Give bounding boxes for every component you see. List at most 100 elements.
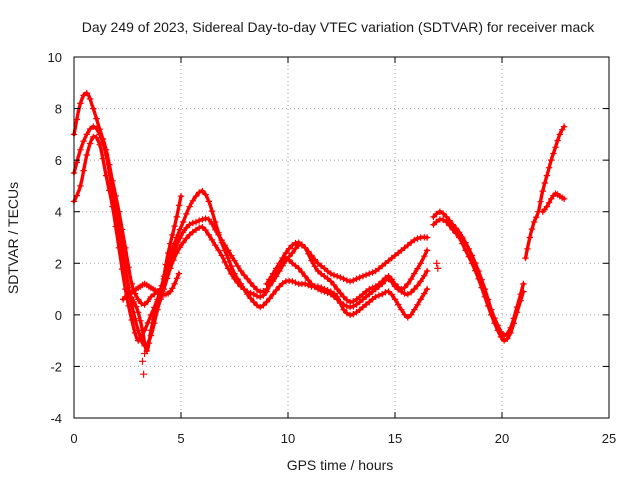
data-point xyxy=(421,253,428,260)
series-trace-2 xyxy=(72,124,429,348)
data-point xyxy=(260,292,267,299)
data-point xyxy=(560,123,568,130)
data-point xyxy=(311,256,318,263)
data-point xyxy=(106,168,113,176)
data-point xyxy=(356,306,363,314)
data-point xyxy=(199,224,206,231)
data-point xyxy=(208,207,216,215)
data-point xyxy=(391,283,399,290)
data-point xyxy=(404,314,411,321)
data-point xyxy=(125,302,132,309)
data-point xyxy=(128,316,135,324)
plot-frame xyxy=(73,56,610,419)
data-point xyxy=(301,273,309,280)
data-point xyxy=(346,311,354,319)
data-point xyxy=(160,273,168,280)
data-point xyxy=(434,264,442,272)
data-point xyxy=(218,239,225,246)
data-point xyxy=(118,265,126,273)
data-point xyxy=(224,254,232,262)
data-point xyxy=(407,275,415,283)
data-point xyxy=(411,306,418,313)
data-point xyxy=(162,261,170,268)
data-point xyxy=(175,202,183,209)
x-axis-label: GPS time / hours xyxy=(287,457,394,473)
data-point xyxy=(548,156,555,164)
data-point xyxy=(543,203,551,210)
data-point xyxy=(334,285,341,293)
data-point xyxy=(356,274,363,281)
y-tick-label: 2 xyxy=(55,256,62,271)
data-point xyxy=(449,226,456,233)
data-point xyxy=(334,273,341,280)
data-point xyxy=(285,256,293,264)
data-point xyxy=(537,198,544,205)
data-point xyxy=(439,210,447,217)
data-point xyxy=(93,134,100,141)
data-point xyxy=(173,213,180,221)
data-point xyxy=(452,230,460,237)
data-point xyxy=(295,265,302,272)
data-point xyxy=(73,116,80,123)
data-point xyxy=(298,241,306,248)
data-point xyxy=(173,234,180,241)
data-point xyxy=(158,282,165,289)
data-point xyxy=(266,276,273,283)
data-point xyxy=(417,296,424,303)
data-point xyxy=(128,294,135,301)
data-point xyxy=(404,291,411,298)
data-point xyxy=(176,244,184,251)
data-point xyxy=(112,223,119,230)
data-point xyxy=(192,218,200,226)
data-point xyxy=(282,249,290,257)
y-tick-label: 4 xyxy=(55,205,62,220)
data-point xyxy=(192,193,200,200)
data-point xyxy=(179,239,187,246)
data-point xyxy=(212,218,219,226)
data-point xyxy=(189,197,196,204)
data-point xyxy=(541,179,548,187)
data-point xyxy=(257,293,264,300)
data-point xyxy=(169,231,176,239)
data-point xyxy=(154,298,161,305)
data-point xyxy=(456,234,463,241)
data-point xyxy=(77,182,84,190)
data-point xyxy=(131,329,139,337)
data-point xyxy=(404,242,411,249)
data-point xyxy=(497,333,505,341)
x-tick-label: 20 xyxy=(495,431,509,446)
data-point xyxy=(321,285,328,293)
data-point xyxy=(86,95,94,103)
y-tick-label: 6 xyxy=(55,153,62,168)
data-point xyxy=(366,270,373,277)
data-point xyxy=(263,298,270,306)
data-point xyxy=(340,293,347,300)
data-point xyxy=(244,291,251,298)
data-point xyxy=(171,222,178,230)
data-point xyxy=(388,278,395,286)
data-point xyxy=(199,187,206,195)
data-point xyxy=(237,280,245,288)
data-point xyxy=(433,218,440,226)
data-point xyxy=(221,247,229,254)
data-point xyxy=(407,311,415,318)
data-point xyxy=(260,302,267,309)
data-point xyxy=(90,133,97,141)
data-point xyxy=(556,131,563,138)
data-point xyxy=(80,137,87,145)
data-point xyxy=(472,267,479,274)
data-point xyxy=(170,256,177,264)
data-point xyxy=(321,265,328,272)
data-point xyxy=(109,203,116,210)
data-point xyxy=(140,370,148,378)
data-point xyxy=(247,279,254,286)
x-tick-label: 15 xyxy=(388,431,402,446)
data-point xyxy=(196,217,203,224)
data-point xyxy=(205,198,212,205)
data-point xyxy=(430,213,437,221)
data-point xyxy=(372,293,379,300)
data-point xyxy=(99,155,107,162)
data-point xyxy=(545,164,553,171)
data-point xyxy=(468,260,476,267)
data-point xyxy=(135,337,142,344)
